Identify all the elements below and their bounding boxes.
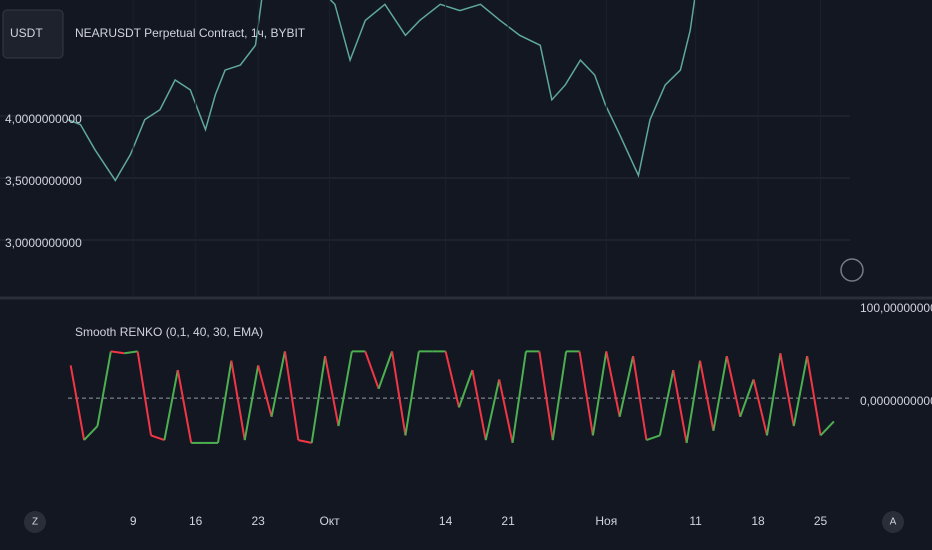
- indicator-segment: [110, 350, 125, 355]
- indicator-segment: [632, 355, 648, 441]
- indicator-segment: [779, 353, 795, 427]
- right-icon: A: [890, 517, 897, 528]
- indicator-segment: [83, 425, 99, 441]
- right-button[interactable]: [882, 511, 904, 533]
- indicator-segment: [243, 365, 260, 441]
- indicator-segment: [551, 351, 568, 441]
- indicator-segment: [150, 434, 165, 442]
- indicator-segment: [484, 379, 501, 441]
- indicator-segment: [283, 351, 300, 441]
- indicator-title: Smooth RENKO (0,1, 40, 30, EMA): [75, 325, 263, 339]
- indicator-segment: [257, 365, 273, 418]
- indicator-segment: [69, 365, 86, 441]
- x-tick-label: 11: [689, 514, 702, 528]
- indicator-segment: [699, 360, 715, 431]
- price-pane: [0, 0, 850, 297]
- indicator-segment: [685, 360, 702, 444]
- currency-button[interactable]: [2, 9, 64, 59]
- indicator-segment: [324, 355, 340, 427]
- indicator-segment: [124, 350, 138, 355]
- indicator-segment: [819, 420, 835, 437]
- x-tick-label: Ноя: [595, 514, 617, 528]
- indicator-segment: [712, 355, 728, 431]
- indicator-segment: [298, 439, 312, 444]
- y-tick-label: 3,0000000000: [5, 236, 82, 250]
- indicator-segment: [270, 351, 286, 417]
- indicator-segment: [765, 353, 782, 436]
- indicator-segment: [444, 351, 460, 408]
- indicator-segment: [364, 351, 380, 390]
- indicator-segment: [230, 360, 246, 441]
- price-line: [67, 0, 696, 182]
- indicator-segment: [511, 351, 527, 444]
- indicator-segment: [337, 351, 353, 427]
- indicator-segment: [96, 351, 112, 427]
- indicator-segment: [471, 369, 487, 441]
- x-tick-label: 9: [130, 514, 137, 528]
- indicator-segment: [176, 369, 193, 444]
- x-tick-label: 18: [751, 514, 765, 528]
- indicator-segment: [739, 379, 755, 418]
- y-tick-label: 4,0000000000: [5, 112, 82, 126]
- indicator-segment: [538, 351, 554, 441]
- indicator-segment: [578, 351, 594, 436]
- x-tick-label: 14: [439, 514, 453, 528]
- indicator-segment: [391, 351, 407, 436]
- symbol-title: NEARUSDT Perpetual Contract, 1ч, BYBIT: [75, 26, 306, 40]
- indicator-segment: [458, 369, 474, 408]
- y-tick-label: 100,0000000000: [860, 301, 932, 315]
- indicator-segment: [605, 351, 621, 417]
- indicator-segment: [752, 379, 768, 436]
- indicator-segment: [658, 369, 675, 436]
- indicator-segment: [136, 351, 153, 436]
- indicator-segment: [404, 351, 420, 436]
- x-tick-label: Окт: [319, 514, 340, 528]
- indicator-segment: [310, 355, 327, 444]
- x-tick-label: 25: [814, 514, 828, 528]
- x-tick-label: 23: [251, 514, 265, 528]
- indicator-segment: [377, 351, 393, 390]
- left-icon: Z: [32, 517, 38, 528]
- indicator-segment: [591, 351, 608, 436]
- y-tick-label: 0,0000000000: [860, 394, 932, 408]
- indicator-segment: [618, 355, 635, 417]
- indicator-segment: [725, 355, 742, 417]
- indicator-segment: [498, 379, 514, 444]
- left-button[interactable]: [24, 511, 46, 533]
- indicator-segment: [672, 369, 688, 444]
- indicator-segment: [806, 355, 822, 436]
- indicator-segment: [216, 360, 233, 444]
- indicator-segment: [163, 369, 179, 441]
- labels: 4,0000000000 3,5000000000 3,0000000000 100,…: [5, 112, 932, 528]
- x-tick-label: 21: [501, 514, 515, 528]
- indicator-pane: [68, 350, 850, 444]
- currency: USDT: [10, 26, 43, 40]
- x-tick-label: 16: [189, 514, 203, 528]
- lightning-button[interactable]: [840, 258, 864, 282]
- indicator-segment: [646, 434, 661, 442]
- y-tick-label: 3,5000000000: [5, 174, 82, 188]
- indicator-segment: [792, 355, 809, 427]
